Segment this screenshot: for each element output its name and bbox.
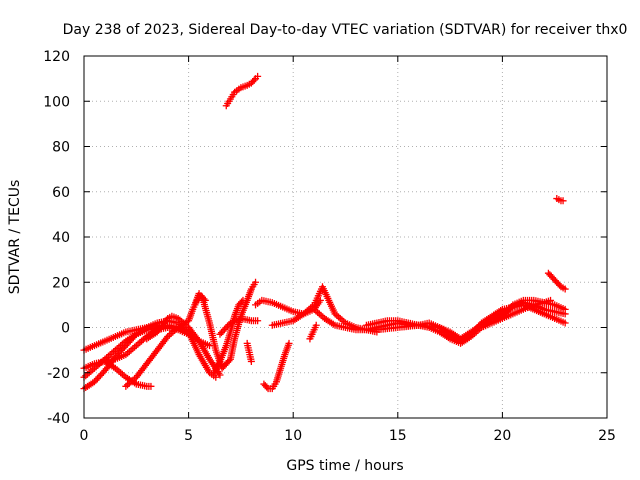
- data-point: [473, 324, 481, 332]
- data-point: [506, 304, 514, 312]
- series-arc-v: [553, 195, 567, 205]
- ticks: 0 5 10 15 20 25 -40 -20 0 20 40 60 80 100 120: [43, 49, 616, 444]
- data-point: [507, 302, 515, 310]
- y-tick-label: -40: [47, 411, 70, 427]
- x-tick-label: 20: [493, 428, 511, 444]
- y-tick-label: 40: [52, 230, 70, 246]
- y-axis-label: SDTVAR / TECUs: [7, 180, 23, 295]
- series-arc-p: [306, 321, 320, 343]
- data-point: [220, 325, 228, 333]
- data-point: [254, 72, 262, 80]
- data-point: [474, 322, 482, 330]
- data-point: [561, 319, 569, 327]
- data-point: [561, 305, 569, 313]
- data-point: [212, 373, 220, 381]
- data-point: [219, 327, 227, 335]
- y-tick-label: 60: [52, 185, 70, 201]
- data-point: [503, 307, 511, 315]
- series-arc-j: [216, 314, 262, 338]
- series-arc-t: [498, 296, 555, 320]
- data-point: [147, 382, 155, 390]
- data-point: [238, 298, 246, 306]
- series-arc-g: [143, 312, 224, 379]
- series-arc-u: [544, 269, 569, 293]
- data-point: [500, 311, 508, 319]
- chart-title: Day 238 of 2023, Sidereal Day-to-day VTE…: [63, 22, 628, 38]
- data-point: [239, 296, 247, 304]
- x-tick-label: 0: [80, 428, 89, 444]
- grid: [84, 56, 607, 418]
- data-point: [312, 321, 320, 329]
- data-point: [547, 296, 555, 304]
- x-axis-label: GPS time / hours: [286, 458, 403, 474]
- data-point: [501, 309, 509, 317]
- data-point: [252, 278, 260, 286]
- data-point: [93, 375, 101, 383]
- y-tick-label: 100: [43, 94, 70, 110]
- data-point: [216, 371, 224, 379]
- data-point: [504, 306, 512, 314]
- data-point: [285, 339, 293, 347]
- data-point: [95, 373, 103, 381]
- data-point: [90, 378, 98, 386]
- x-tick-label: 15: [389, 428, 407, 444]
- data-point: [467, 330, 475, 338]
- data-point: [250, 76, 258, 84]
- data-point: [469, 329, 477, 337]
- data-point: [472, 325, 480, 333]
- data-point: [225, 321, 233, 329]
- data-point: [222, 324, 230, 332]
- data-point: [559, 197, 567, 205]
- data-point: [216, 330, 224, 338]
- data-point: [92, 376, 100, 384]
- data-point: [96, 371, 104, 379]
- data-point: [470, 327, 478, 335]
- y-tick-label: 0: [61, 321, 70, 337]
- y-tick-label: 120: [43, 49, 70, 65]
- x-tick-label: 25: [598, 428, 616, 444]
- data-point: [254, 317, 262, 325]
- data-point: [98, 370, 106, 378]
- data-point: [561, 285, 569, 293]
- y-tick-label: 20: [52, 275, 70, 291]
- data-point: [498, 312, 506, 320]
- data-point: [223, 322, 231, 330]
- series-arc-k: [222, 72, 262, 110]
- y-tick-label: -20: [47, 366, 70, 382]
- y-tick-label: 80: [52, 140, 70, 156]
- series-arc-n: [260, 339, 293, 393]
- data-point: [247, 357, 255, 365]
- plot-data: [80, 72, 569, 393]
- data-point: [217, 329, 225, 337]
- data-point: [225, 357, 233, 365]
- x-tick-label: 5: [184, 428, 193, 444]
- series-arc-l: [243, 339, 255, 365]
- x-tick-label: 10: [284, 428, 302, 444]
- data-point: [263, 383, 271, 391]
